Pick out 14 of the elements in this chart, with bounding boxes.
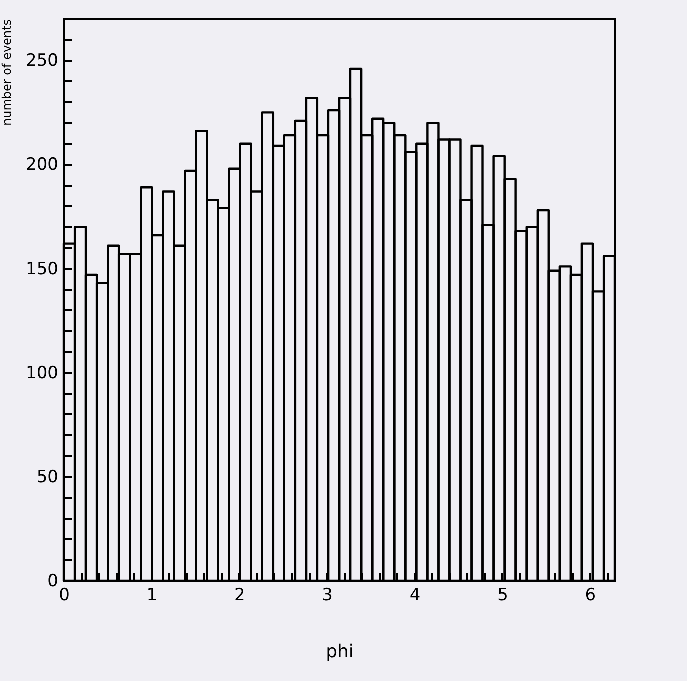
x-axis-title: phi: [326, 642, 354, 662]
x-tick-label: 4: [410, 586, 421, 606]
x-tick-label: 2: [234, 586, 246, 606]
y-tick-label: 250: [26, 51, 58, 72]
y-axis-title: number of events: [0, 20, 14, 126]
x-tick-label: 5: [498, 586, 508, 606]
y-tick-label: 200: [26, 155, 58, 176]
x-tick-label: 1: [146, 586, 158, 606]
y-tick-label: 50: [36, 467, 58, 488]
x-tick-label: 6: [585, 586, 596, 606]
y-tick-label: 150: [26, 259, 58, 280]
x-tick-label: 3: [322, 586, 334, 606]
y-tick-label: 100: [26, 363, 58, 384]
y-tick-label: 0: [48, 572, 58, 592]
